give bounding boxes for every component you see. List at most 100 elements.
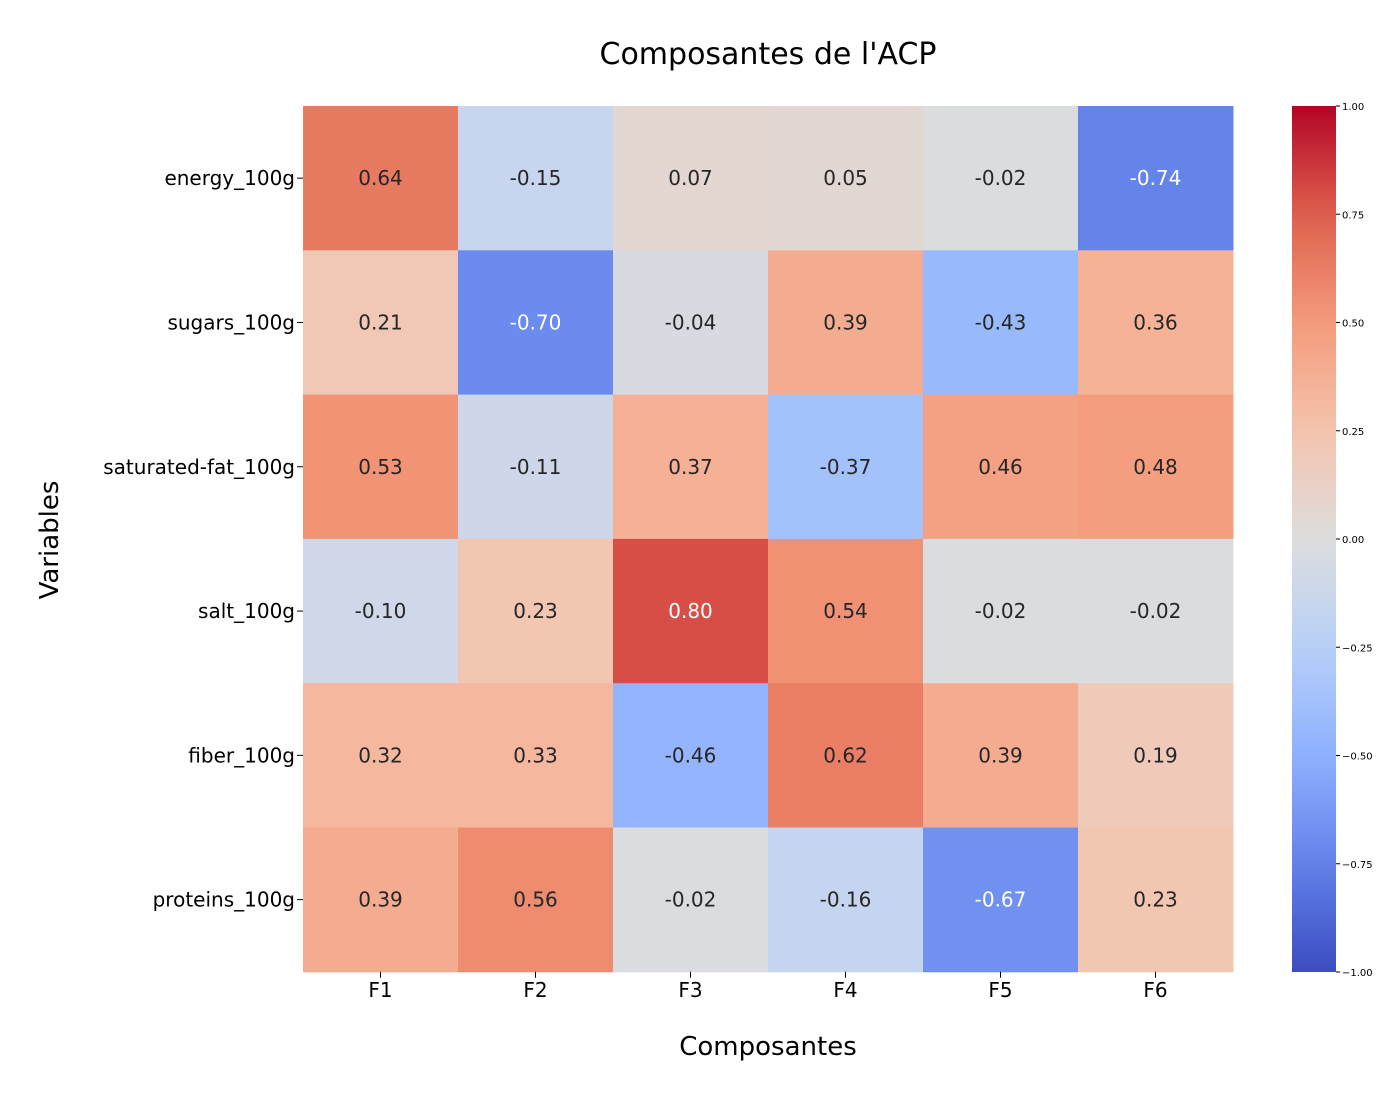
chart-title: Composantes de l'ACP [600,37,937,72]
heatmap-cell [1078,538,1234,684]
heatmap-cell [458,683,614,828]
colorbar-tick-label: −0.50 [1342,752,1373,763]
y-tick-label: proteins_100g [153,888,295,912]
x-tick-label: F3 [678,978,702,1002]
heatmap-cell [768,538,924,684]
cell-value-label: 0.36 [1133,310,1178,334]
cell-value-label: -0.10 [355,599,407,623]
colorbar-tick-label: 0.50 [1342,319,1364,330]
colorbar-gradient [1292,106,1336,972]
heatmap-cells [303,106,1234,973]
heatmap-cell [613,394,769,540]
heatmap-cell-labels: 0.64 -0.15 0.07 0.05 -0.02 -0.74 0.21 -0.70 -0.0… [355,166,1182,912]
x-tick-label: F5 [988,978,1012,1002]
heatmap-cell [303,394,459,540]
cell-value-label: -0.04 [665,310,717,334]
cell-value-label: -0.02 [975,599,1027,623]
cell-value-label: 0.62 [823,743,868,767]
x-tick-label: F1 [368,978,392,1002]
heatmap-cell [303,538,459,684]
heatmap-cell [923,827,1079,973]
heatmap-cell [458,538,614,684]
cell-value-label: 0.33 [513,743,558,767]
cell-value-label: 0.56 [513,888,558,912]
cell-value-label: -0.37 [820,455,872,479]
cell-value-label: -0.11 [510,455,562,479]
y-tick-label: fiber_100g [188,743,295,767]
x-axis-label: Composantes [679,1032,857,1062]
x-tick-label: F2 [523,978,547,1002]
heatmap-cell [303,683,459,828]
cell-value-label: 0.37 [668,455,713,479]
heatmap-cell [458,394,614,540]
x-axis-ticks: F1 F2 F3 F4 F5 F6 [368,971,1168,1002]
cell-value-label: -0.67 [975,888,1027,912]
colorbar-tick-label: 0.00 [1342,535,1364,546]
heatmap-cell [923,250,1079,396]
heatmap-cell [1078,106,1234,251]
cell-value-label: -0.02 [665,888,717,912]
cell-value-label: 0.39 [823,310,868,334]
cell-value-label: 0.54 [823,599,868,623]
cell-value-label: 0.23 [513,599,558,623]
colorbar-tick-label: 1.00 [1342,102,1364,113]
cell-value-label: -0.02 [975,166,1027,190]
colorbar-tick-label: 0.25 [1342,427,1364,438]
cell-value-label: -0.70 [510,310,562,334]
colorbar: 1.00 0.75 0.50 0.25 0.00 −0.25 −0.50 −0.75 −1.00 [1292,102,1373,979]
heatmap-cell [768,827,924,973]
cell-value-label: 0.21 [358,310,403,334]
heatmap-cell [1078,827,1234,973]
cell-value-label: -0.16 [820,888,872,912]
y-tick-label: energy_100g [164,166,295,190]
x-tick-label: F4 [833,978,857,1002]
heatmap-cell [613,538,769,684]
cell-value-label: -0.43 [975,310,1027,334]
cell-value-label: 0.23 [1133,888,1178,912]
heatmap-cell [458,250,614,396]
heatmap-cell [768,683,924,828]
y-tick-label: saturated-fat_100g [103,455,295,479]
cell-value-label: 0.19 [1133,743,1178,767]
heatmap-cell [768,106,924,251]
heatmap-cell [923,538,1079,684]
heatmap-cell [303,106,459,251]
cell-value-label: -0.15 [510,166,562,190]
heatmap-cell [458,827,614,973]
heatmap-cell [923,394,1079,540]
heatmap-cell [768,394,924,540]
heatmap-cell [613,683,769,828]
heatmap-cell [1078,394,1234,540]
cell-value-label: 0.07 [668,166,713,190]
cell-value-label: -0.02 [1130,599,1182,623]
cell-value-label: 0.46 [978,455,1023,479]
cell-value-label: 0.53 [358,455,403,479]
cell-value-label: 0.80 [668,599,713,623]
cell-value-label: 0.39 [978,743,1023,767]
colorbar-tick-label: −0.25 [1342,643,1373,654]
heatmap-cell [613,250,769,396]
heatmap-cell [303,827,459,973]
y-axis-ticks: energy_100g sugars_100g saturated-fat_100g… [103,166,303,912]
cell-value-label: 0.64 [358,166,403,190]
cell-value-label: 0.05 [823,166,868,190]
colorbar-ticks: 1.00 0.75 0.50 0.25 0.00 −0.25 −0.50 −0.75 −1.00 [1336,102,1373,979]
colorbar-tick-label: −1.00 [1342,968,1373,979]
cell-value-label: 0.48 [1133,455,1178,479]
heatmap-cell [1078,250,1234,396]
heatmap-cell [923,106,1079,251]
y-axis-label: Variables [35,481,65,600]
colorbar-tick-label: 0.75 [1342,210,1364,221]
heatmap-cell [1078,683,1234,828]
cell-value-label: -0.74 [1130,166,1182,190]
x-tick-label: F6 [1143,978,1167,1002]
heatmap-cell [613,106,769,251]
cell-value-label: 0.39 [358,888,403,912]
colorbar-tick-label: −0.75 [1342,860,1373,871]
y-tick-label: sugars_100g [167,310,295,334]
heatmap-cell [768,250,924,396]
cell-value-label: 0.32 [358,743,403,767]
heatmap-cell [613,827,769,973]
heatmap-cell [923,683,1079,828]
